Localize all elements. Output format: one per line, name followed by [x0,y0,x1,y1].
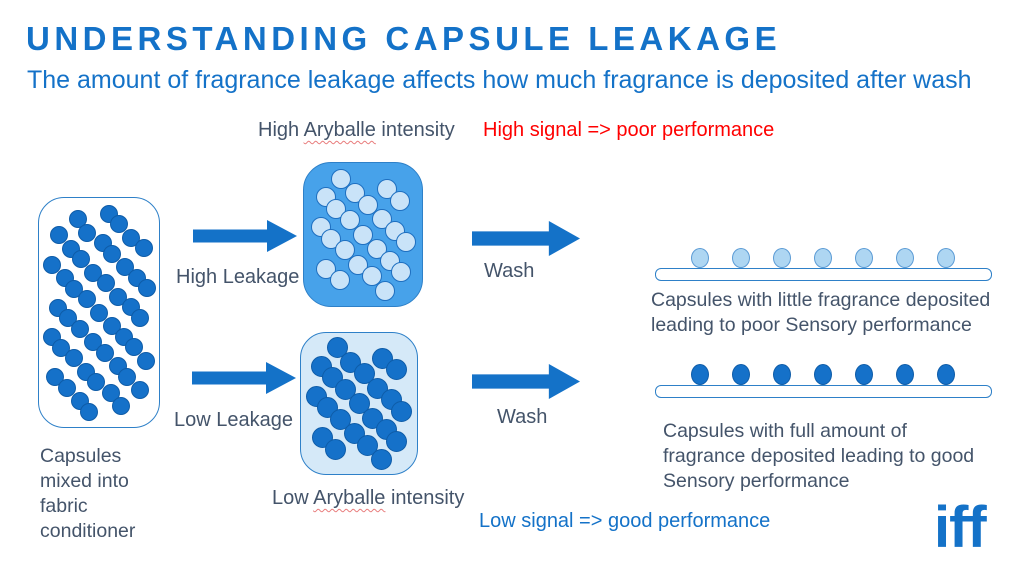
capsule-dot [329,270,350,290]
capsule-dot [65,279,83,298]
high-signal-note: High signal => poor performance [483,119,775,141]
capsule-dot [96,343,114,362]
deposited-capsule-dot [937,248,955,268]
deposited-capsule-dot [896,248,914,268]
capsule-dot [386,430,407,452]
iff-logo: iff [934,495,987,560]
capsule-dot [357,434,378,456]
capsule-dot [71,319,89,338]
wash-top-label: Wash [484,260,535,282]
deposited-capsule-dot [896,364,914,385]
fabric-surface-bar [655,268,992,281]
capsule-dot [86,373,105,391]
high-intensity-prefix: High [258,119,304,141]
deposited-capsule-dot [937,364,955,385]
capsule-dot [122,228,140,247]
low-intensity-prefix: Low [272,487,314,509]
capsule-dot [390,190,410,211]
low-intensity-word: Aryballe [313,487,386,509]
capsule-dot [131,308,149,327]
high-intensity-word: Aryballe [303,119,376,141]
deposit-poor-caption: Capsules with little fragrance deposited… [651,289,991,336]
capsule-dot [134,239,153,257]
deposited-capsule-dot [691,364,709,385]
capsule-dot [137,279,156,297]
capsule-dot [358,194,378,215]
deposited-capsules-good [655,363,992,398]
capsule-dot [130,381,149,399]
slide-subtitle: The amount of fragrance leakage affects … [27,66,972,94]
fabric-surface-bar [655,385,992,398]
capsule-dot [103,244,121,263]
capsule-dot [64,349,83,367]
capsule-dot [118,367,136,386]
capsule-dot [353,224,373,245]
capsule-dot [361,266,382,286]
deposited-capsule-dot [855,248,873,268]
capsule-dot [339,210,360,230]
capsule-dot [331,168,351,189]
capsule-dot [43,255,61,274]
deposited-capsule-dot [773,248,791,268]
capsule-dot [111,397,130,415]
deposited-capsule-dot [732,248,750,268]
high-intensity-suffix: intensity [375,119,455,141]
deposited-capsule-dot [773,364,791,385]
capsule-dot [330,408,351,430]
wash-bottom-arrow-icon [472,364,580,399]
capsule-dot [68,210,87,228]
capsule-dot [58,378,76,397]
capsule-dot [90,303,108,322]
low-leakage-label: Low Leakage [174,409,293,431]
capsule-dot [390,262,411,282]
capsule-dot [375,280,395,301]
high-leakage-label: High Leakage [176,266,300,288]
capsule-dot [124,338,143,356]
deposited-capsule-dot [855,364,873,385]
capsule-dot [49,226,68,244]
capsule-dot [71,250,90,268]
deposited-capsule-dot [732,364,750,385]
capsule-dot [353,363,375,384]
capsule-dot [348,393,370,414]
capsule-dot [109,215,128,233]
capsule-dot [325,438,346,460]
capsule-dot [102,383,120,402]
deposit-good-caption: Capsules with full amount of fragrance d… [663,420,975,492]
deposited-capsule-dot [691,248,709,268]
capsule-mix-container [38,197,160,428]
capsule-dot [52,338,70,357]
capsule-dot [326,337,348,358]
high-aryballe-intensity-label: High Aryballe intensity [258,119,455,142]
wash-top-arrow-icon [472,221,580,256]
capsule-dot [395,232,416,252]
low-aryballe-intensity-label: Low Aryballe intensity [272,487,464,510]
capsule-dot [370,449,392,470]
high-intensity-box [303,162,423,307]
capsule-dot [335,378,356,400]
capsule-dot [109,287,127,306]
deposited-capsules-poor [655,246,992,281]
capsule-dot [96,274,115,292]
slide-title: UNDERSTANDING CAPSULE LEAKAGE [26,20,782,57]
high-leakage-arrow-icon [193,220,297,252]
deposited-capsule-dot [814,364,832,385]
low-intensity-suffix: intensity [385,487,465,509]
low-leakage-arrow-icon [192,362,296,394]
capsule-dot [391,400,412,422]
capsule-dot [80,402,98,421]
low-intensity-box [300,332,418,475]
capsule-dot [78,223,96,242]
low-signal-note: Low signal => good performance [479,510,771,532]
wash-bottom-label: Wash [497,406,548,428]
capsule-dot [385,359,407,380]
capsule-dot [84,263,102,282]
capsule-dot [77,290,96,308]
capsule-dot [334,240,355,260]
deposited-capsule-dot [814,248,832,268]
capsule-dot [137,351,155,370]
capsules-mixed-caption: Capsules mixed into fabric conditioner [40,445,136,542]
